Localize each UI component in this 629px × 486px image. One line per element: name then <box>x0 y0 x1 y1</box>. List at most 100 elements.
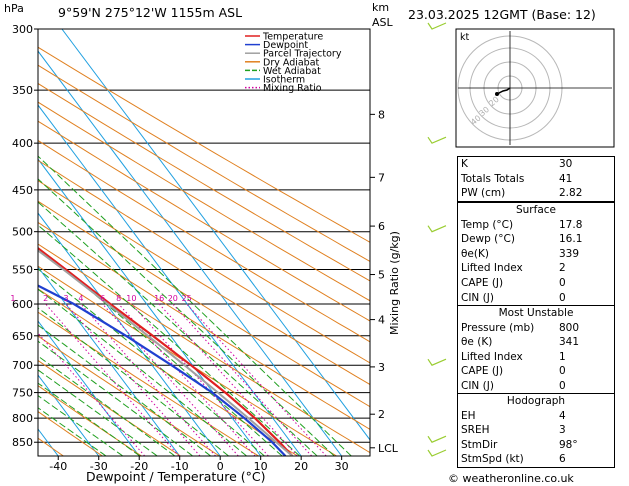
mixing-ratio-label: 1 <box>10 294 15 303</box>
wet-adiabat <box>38 340 193 456</box>
surface-panel: Surface Temp (°C) 17.8 Dewp (°C) 16.1 θe(K… <box>457 202 615 307</box>
mixing-ratio-line <box>38 332 146 456</box>
dry-adiabat <box>38 64 370 262</box>
mixing-ratio-line <box>131 303 269 456</box>
mixing-ratio-label: 10 <box>126 294 136 303</box>
y-tick-label: 750 <box>12 387 33 400</box>
km-tick-label: 5 <box>378 269 385 282</box>
hodograph-storm-marker <box>495 92 499 96</box>
wind-barb <box>427 225 447 233</box>
dry-adiabat <box>38 288 298 456</box>
y-tick-label: 700 <box>12 359 33 372</box>
y-tick-label: 600 <box>12 298 33 311</box>
mixing-ratio-line <box>158 303 298 456</box>
mixing-ratio-axis-label: Mixing Ratio (g/kg) <box>388 231 401 335</box>
x-tick-label: -20 <box>130 460 148 473</box>
y-tick-label: 850 <box>12 436 33 449</box>
x-tick-label: -10 <box>171 460 189 473</box>
x-tick-label: 0 <box>217 460 224 473</box>
legend-entry: Dry Adiabat <box>263 57 320 68</box>
wet-adiabat <box>38 201 318 456</box>
x-tick-label: 30 <box>335 460 349 473</box>
wind-barbs <box>427 22 447 457</box>
dry-adiabat <box>38 139 370 343</box>
hodograph-unit-label: kt <box>460 32 470 43</box>
wet-adiabat <box>38 268 265 456</box>
wet-adiabat <box>38 288 247 456</box>
dry-adiabat <box>38 200 370 408</box>
index-pw: PW (cm) 2.82 <box>461 187 583 200</box>
y-tick-label: 400 <box>12 137 33 150</box>
dry-adiabat <box>38 265 337 456</box>
surface-title: Surface <box>515 204 556 216</box>
mu-cape: CAPE (J) 0 <box>461 365 566 378</box>
y-tick-label: 650 <box>12 330 33 343</box>
y-tick-label: 800 <box>12 412 33 425</box>
datetime-title: 23.03.2025 12GMT (Base: 12) <box>408 7 596 22</box>
mixing-ratio-line <box>172 303 313 456</box>
asl-label: ASL <box>372 16 394 29</box>
hodograph-indices-panel: Hodograph EH 4 SREH 3 StmDir 98° StmSpd (kt… <box>457 393 615 468</box>
legend-entry: Temperature <box>262 32 323 43</box>
wind-barb <box>427 136 447 144</box>
hpa-label: hPa <box>4 2 24 15</box>
series-lines <box>38 246 294 456</box>
isotherm <box>38 50 343 456</box>
dry-adiabat <box>38 46 370 243</box>
y-tick-label: 350 <box>12 84 33 97</box>
mixing-ratio-label: 8 <box>116 294 121 303</box>
surface-lifted-index: Lifted Index 2 <box>461 262 566 275</box>
dry-adiabat <box>38 159 370 364</box>
legend-entry: Wet Adiabat <box>263 66 321 77</box>
mu-theta-e: θe (K) 341 <box>461 336 580 349</box>
surface-temp: Temp (°C) 17.8 <box>461 218 583 231</box>
copyright: © weatheronline.co.uk <box>448 472 574 485</box>
isotherm <box>38 266 181 456</box>
indices-panel: K 30 Totals Totals 41 PW (cm) 2.82 <box>457 156 615 202</box>
km-tick-label: 6 <box>378 220 385 233</box>
background-lines <box>38 29 370 456</box>
surface-cin: CIN (J) 0 <box>461 291 566 304</box>
km-tick-label: 7 <box>378 171 385 184</box>
isotherm <box>38 320 140 456</box>
km-tick-label: 4 <box>378 314 385 327</box>
wind-barb <box>427 22 447 30</box>
mixing-ratio-label: 20 <box>168 294 178 303</box>
x-tick-label: -30 <box>90 460 108 473</box>
wet-adiabat <box>38 307 229 456</box>
mixing-ratio-label: 16 <box>154 294 164 303</box>
hodo-stmspd: StmSpd (kt) 6 <box>461 453 566 466</box>
y-tick-label: 550 <box>12 264 33 277</box>
legend-entry: Mixing Ratio <box>263 83 322 94</box>
most-unstable-panel: Most Unstable Pressure (mb) 800 θe (K) 341… <box>457 305 615 395</box>
x-tick-label: -40 <box>49 460 67 473</box>
mixing-ratio-label: 2 <box>43 294 48 303</box>
mixing-ratio-line <box>186 303 327 456</box>
x-tick-label: 20 <box>294 460 308 473</box>
most-unstable-title: Most Unstable <box>498 307 574 319</box>
dry-adiabat <box>38 311 259 456</box>
parcel-trajectory-line <box>38 249 293 456</box>
wet-adiabat <box>38 324 211 456</box>
dry-adiabat <box>38 359 181 456</box>
x-axis-label: Dewpoint / Temperature (°C) <box>86 469 265 484</box>
dry-adiabat <box>38 120 370 322</box>
dewpoint-line <box>38 284 287 456</box>
dry-adiabat <box>38 101 370 302</box>
dry-adiabat <box>38 180 370 386</box>
mixing-ratio-line <box>45 303 180 456</box>
dry-adiabat <box>38 335 220 456</box>
km-label: km <box>372 1 389 14</box>
mixing-ratio-label: 25 <box>182 294 192 303</box>
hodo-stmdir: StmDir 98° <box>461 438 578 451</box>
km-tick-label: 8 <box>378 108 385 121</box>
y-tick-label: 300 <box>12 23 33 36</box>
isotherm <box>38 104 302 456</box>
hodo-eh: EH 4 <box>461 409 566 422</box>
dry-adiabat <box>38 82 370 282</box>
wind-barb <box>427 449 447 457</box>
mixing-ratio-line <box>102 303 239 456</box>
